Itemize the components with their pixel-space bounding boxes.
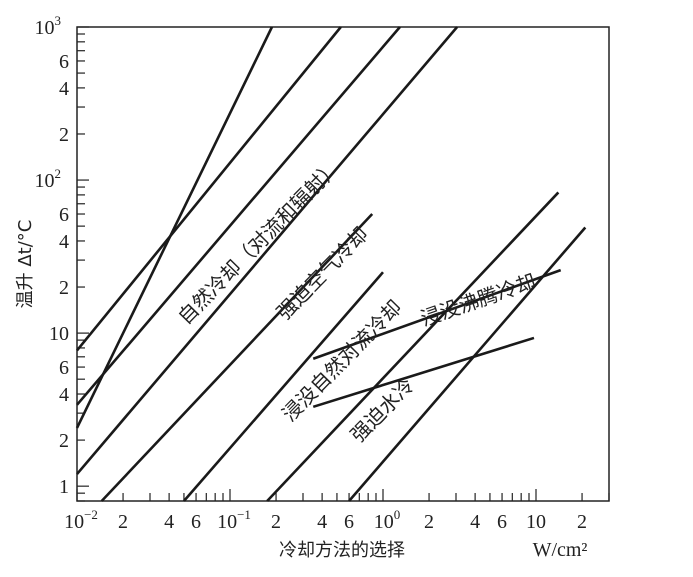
x-tick-label: 10 <box>526 511 546 533</box>
x-tick-labels: 10−2 2 4 6 10−1 2 4 6 100 2 4 6 10 2 <box>64 507 587 533</box>
y-tick-label: 10 <box>49 323 69 345</box>
x-tick-label: 100 <box>374 507 401 533</box>
x-minor-ticks <box>76 489 610 501</box>
y-tick-label: 103 <box>35 13 62 39</box>
y-tick-label: 4 <box>59 231 69 253</box>
x-tick-label: 2 <box>424 511 434 533</box>
y-tick-label: 1 <box>59 476 69 498</box>
x-tick-label: 6 <box>497 511 507 533</box>
x-tick-label: 2 <box>577 511 587 533</box>
series-line-immersion_boiling <box>312 336 535 409</box>
series-line-forced_water <box>348 226 587 502</box>
x-axis-unit: W/cm² <box>533 539 588 561</box>
series-line-forced_water <box>266 191 560 502</box>
series-layer <box>75 26 587 502</box>
x-tick-label: 10−2 <box>64 507 98 533</box>
x-tick-label: 6 <box>344 511 354 533</box>
series-line-forced_air <box>76 26 401 406</box>
y-minor-ticks <box>77 26 89 502</box>
y-tick-label: 2 <box>59 124 69 146</box>
y-tick-label: 6 <box>59 357 69 379</box>
x-tick-label: 4 <box>164 511 174 533</box>
x-tick-label: 4 <box>317 511 327 533</box>
x-tick-label: 4 <box>470 511 480 533</box>
y-tick-label: 6 <box>59 51 69 73</box>
x-tick-label: 2 <box>118 511 128 533</box>
y-tick-label: 6 <box>59 204 69 226</box>
y-tick-label: 2 <box>59 277 69 299</box>
series-line-natural <box>75 26 342 352</box>
x-tick-label: 6 <box>191 511 201 533</box>
series-line-immersion_boiling <box>312 268 562 360</box>
series-line-natural <box>75 26 274 429</box>
y-tick-label: 4 <box>59 384 69 406</box>
y-tick-label: 4 <box>59 78 69 100</box>
x-tick-label: 2 <box>271 511 281 533</box>
y-tick-label: 102 <box>35 166 62 192</box>
band-label-forced_air: 强迫空气冷却 <box>272 222 373 324</box>
series-line-immersion_natural <box>100 213 374 502</box>
x-tick-label: 10−1 <box>217 507 251 533</box>
x-axis-title: 冷却方法的选择 <box>279 540 405 561</box>
series-line-immersion_natural <box>76 26 459 475</box>
series-line-immersion_boiling <box>182 271 384 502</box>
band-label-natural: 自然冷却（对流和辐射） <box>173 155 344 329</box>
plot-area-frame <box>76 26 610 502</box>
y-axis-title: 温升 Δt/°C <box>15 220 36 309</box>
y-tick-label: 2 <box>59 430 69 452</box>
